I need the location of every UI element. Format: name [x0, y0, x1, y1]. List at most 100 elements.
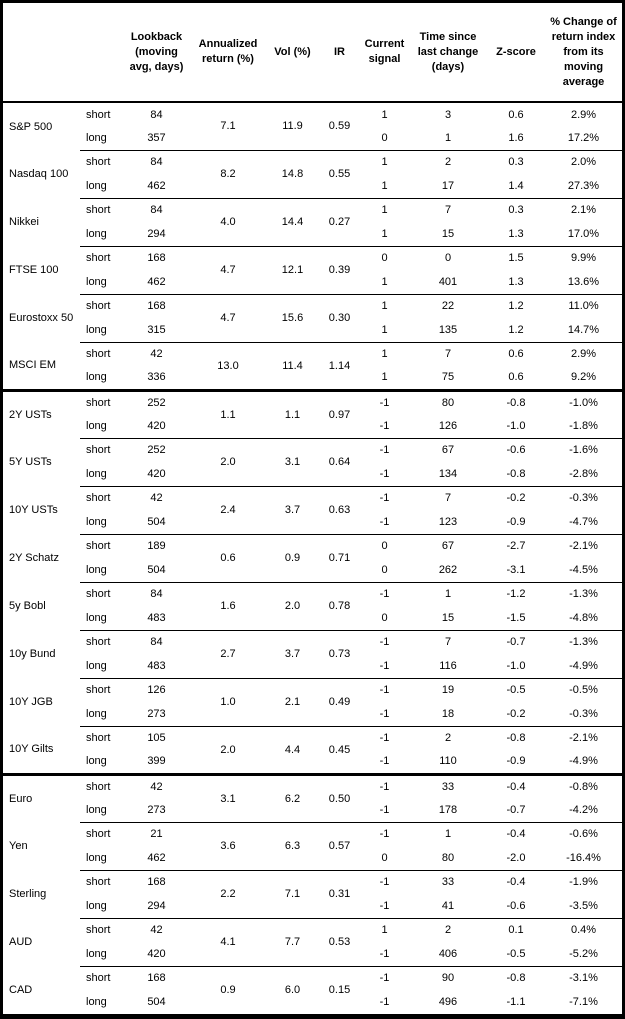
signal-value: 1 [360, 174, 409, 199]
table-row: 10Y Gilts short 105 2.0 4.4 0.45 -1 2 -0.8 -2.1% [3, 726, 622, 776]
table-row: long 504 0 262 -3.1 -4.5% [3, 558, 622, 583]
table-row: 10Y JGB short 126 1.0 2.1 0.49 -1 19 -0.5 -0.5% [3, 678, 622, 727]
asset-name: 10Y USTs [9, 504, 58, 516]
leg-label: long [86, 996, 107, 1008]
time-since-value: 7 [444, 492, 452, 505]
vol-value: 14.4 [266, 198, 319, 247]
leg-label: long [80, 222, 123, 247]
z-score-value: -1.0 [487, 654, 545, 679]
leg-label: short [86, 204, 111, 217]
signal-value: 1 [381, 348, 388, 361]
pct-change-value: -4.9% [545, 750, 622, 776]
table-row: long 420 -1 406 -0.5 -5.2% [3, 942, 622, 967]
leg-label: long [80, 510, 123, 535]
table-row: 5Y USTs short 252 2.0 3.1 0.64 -1 67 -0.6 -1.6% [3, 438, 622, 487]
vol-value: 7.1 [266, 870, 319, 919]
pct-change-value: 13.6% [545, 270, 622, 295]
pct-change-value: 17.0% [545, 222, 622, 247]
vol-value: 4.4 [266, 726, 319, 776]
lookback-value: 504 [147, 996, 166, 1008]
z-score-value: 1.2 [487, 318, 545, 343]
pct-change-value: -7.1% [569, 996, 598, 1008]
time-since-value: 1 [444, 828, 452, 841]
lookback-value: 84 [150, 204, 163, 217]
pct-change-value: 2.9% [570, 108, 597, 121]
z-score-value: -2.0 [487, 846, 545, 871]
vol-value: 7.7 [266, 918, 319, 967]
leg-label: short [86, 252, 111, 265]
ir-value: 0.71 [319, 534, 360, 583]
lookback-value: 420 [123, 942, 190, 967]
lookback-value: 168 [147, 972, 166, 985]
lookback-value: 168 [147, 300, 166, 313]
time-since-value: 406 [409, 942, 487, 967]
annualized-return-value: 2.2 [190, 870, 266, 919]
table-row: 5y Bobl short 84 1.6 2.0 0.78 -1 1 -1.2 -1.3% [3, 582, 622, 631]
signal-value: 1 [381, 300, 388, 313]
time-since-value: 17 [409, 174, 487, 199]
lookback-value: 42 [150, 780, 163, 793]
pct-change-value: 2.9% [570, 348, 597, 361]
time-since-value: 19 [441, 684, 455, 697]
ir-value: 0.63 [319, 486, 360, 535]
signal-value: -1 [379, 588, 390, 601]
pct-change-value: 14.7% [545, 318, 622, 343]
signal-value: -1 [379, 732, 390, 745]
signal-value: 0 [360, 846, 409, 871]
time-since-value: 401 [409, 270, 487, 295]
time-since-value: 3 [444, 108, 452, 121]
z-score-value: 0.3 [508, 156, 524, 169]
z-score-value: -1.5 [487, 606, 545, 631]
table-row: S&P 500 short 84 7.1 11.9 0.59 1 3 0.6 2.9% [3, 102, 622, 151]
table-row: 2Y Schatz short 189 0.6 0.9 0.71 0 67 -2.7 -2.1% [3, 534, 622, 583]
leg-label: short [86, 348, 111, 361]
table-row: long 483 -1 116 -1.0 -4.9% [3, 654, 622, 679]
header-ir: IR [319, 3, 360, 103]
ir-value: 0.27 [319, 198, 360, 247]
lookback-value: 84 [150, 588, 163, 601]
lookback-value: 252 [147, 444, 166, 457]
pct-change-value: -1.8% [545, 414, 622, 439]
vol-value: 3.1 [266, 438, 319, 487]
time-since-value: 33 [441, 780, 455, 793]
table-row: CAD short 168 0.9 6.0 0.15 -1 90 -0.8 -3.1% [3, 966, 622, 996]
signal-value: 0 [360, 606, 409, 631]
leg-label: short [86, 396, 111, 409]
ir-value: 0.49 [319, 678, 360, 727]
table-row: FTSE 100 short 168 4.7 12.1 0.39 0 0 1.5 9.9% [3, 246, 622, 295]
time-since-value: 41 [409, 894, 487, 919]
time-since-value: 90 [441, 972, 455, 985]
table-row: long 273 -1 178 -0.7 -4.2% [3, 798, 622, 823]
pct-change-value: -0.8% [569, 780, 598, 793]
header-pct-change-return-index: % Change of return index from its moving… [545, 3, 622, 103]
table-row: long 294 1 15 1.3 17.0% [3, 222, 622, 247]
time-since-value: 262 [409, 558, 487, 583]
annualized-return-value: 0.6 [190, 534, 266, 583]
z-score-value: 0.6 [508, 108, 524, 121]
pct-change-value: -1.3% [569, 588, 598, 601]
lookback-value: 357 [123, 126, 190, 151]
lookback-value: 105 [147, 732, 166, 745]
time-since-value: 0 [444, 252, 452, 265]
z-score-value: -0.6 [487, 894, 545, 919]
signal-value: 0 [360, 126, 409, 151]
pct-change-value: 0.4% [570, 924, 597, 937]
table-row: 10y Bund short 84 2.7 3.7 0.73 -1 7 -0.7 -1.3% [3, 630, 622, 679]
vol-value: 6.3 [266, 822, 319, 871]
signal-value: -1 [379, 684, 390, 697]
leg-label: long [80, 558, 123, 583]
annualized-return-value: 1.6 [190, 582, 266, 631]
lookback-value: 84 [150, 108, 163, 121]
z-score-value: 0.3 [508, 204, 524, 217]
ir-value: 0.39 [319, 246, 360, 295]
ir-value: 0.53 [319, 918, 360, 967]
pct-change-value: -4.9% [545, 654, 622, 679]
lookback-value: 84 [150, 156, 163, 169]
table-row: long 315 1 135 1.2 14.7% [3, 318, 622, 343]
asset-name: 10Y JGB [9, 696, 53, 708]
lookback-value: 42 [150, 492, 163, 505]
lookback-value: 42 [150, 348, 163, 361]
asset-name: FTSE 100 [9, 264, 59, 276]
z-score-value: 0.6 [508, 348, 524, 361]
z-score-value: -0.5 [506, 684, 526, 697]
